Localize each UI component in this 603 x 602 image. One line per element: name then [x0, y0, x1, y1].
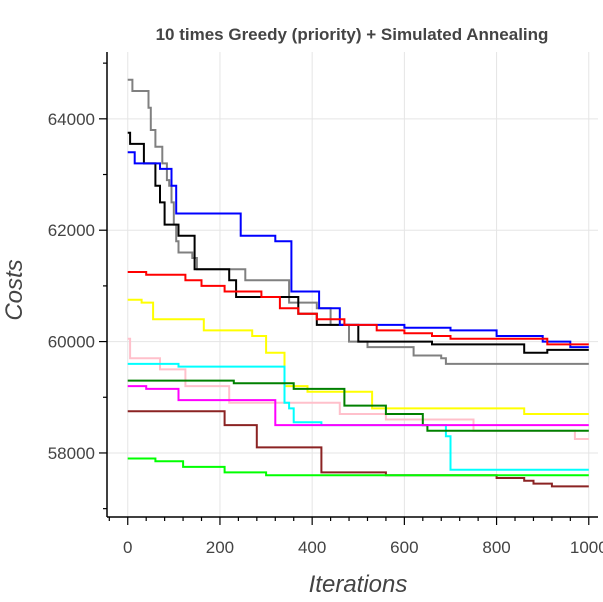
y-tick-label: 62000: [48, 221, 95, 240]
series-line-10: [127, 410, 589, 488]
series-group: [127, 78, 589, 488]
x-axis: 0 200 400 600 800 1000: [107, 516, 603, 557]
series-line-2: [127, 131, 589, 354]
series-line-9: [127, 385, 589, 427]
x-tick-label: 1000: [570, 538, 603, 557]
x-tick-label: 600: [390, 538, 418, 557]
x-tick-label: 400: [298, 538, 326, 557]
y-tick-label: 60000: [48, 333, 95, 352]
y-axis-label: Costs: [1, 259, 28, 320]
series-line-11: [127, 457, 589, 477]
chart-title: 10 times Greedy (priority) + Simulated A…: [156, 25, 549, 44]
series-line-3: [127, 151, 589, 349]
y-tick-label: 58000: [48, 444, 95, 463]
series-line-7: [127, 362, 589, 471]
x-tick-label: 0: [123, 538, 132, 557]
x-tick-label: 200: [206, 538, 234, 557]
x-tick-label: 800: [482, 538, 510, 557]
y-axis: 58000 60000 62000 64000: [48, 52, 108, 517]
x-axis-label: Iterations: [309, 571, 408, 598]
grid: [107, 52, 598, 517]
series-line-4: [127, 271, 589, 346]
y-tick-label: 64000: [48, 110, 95, 129]
series-line-5: [127, 298, 589, 415]
